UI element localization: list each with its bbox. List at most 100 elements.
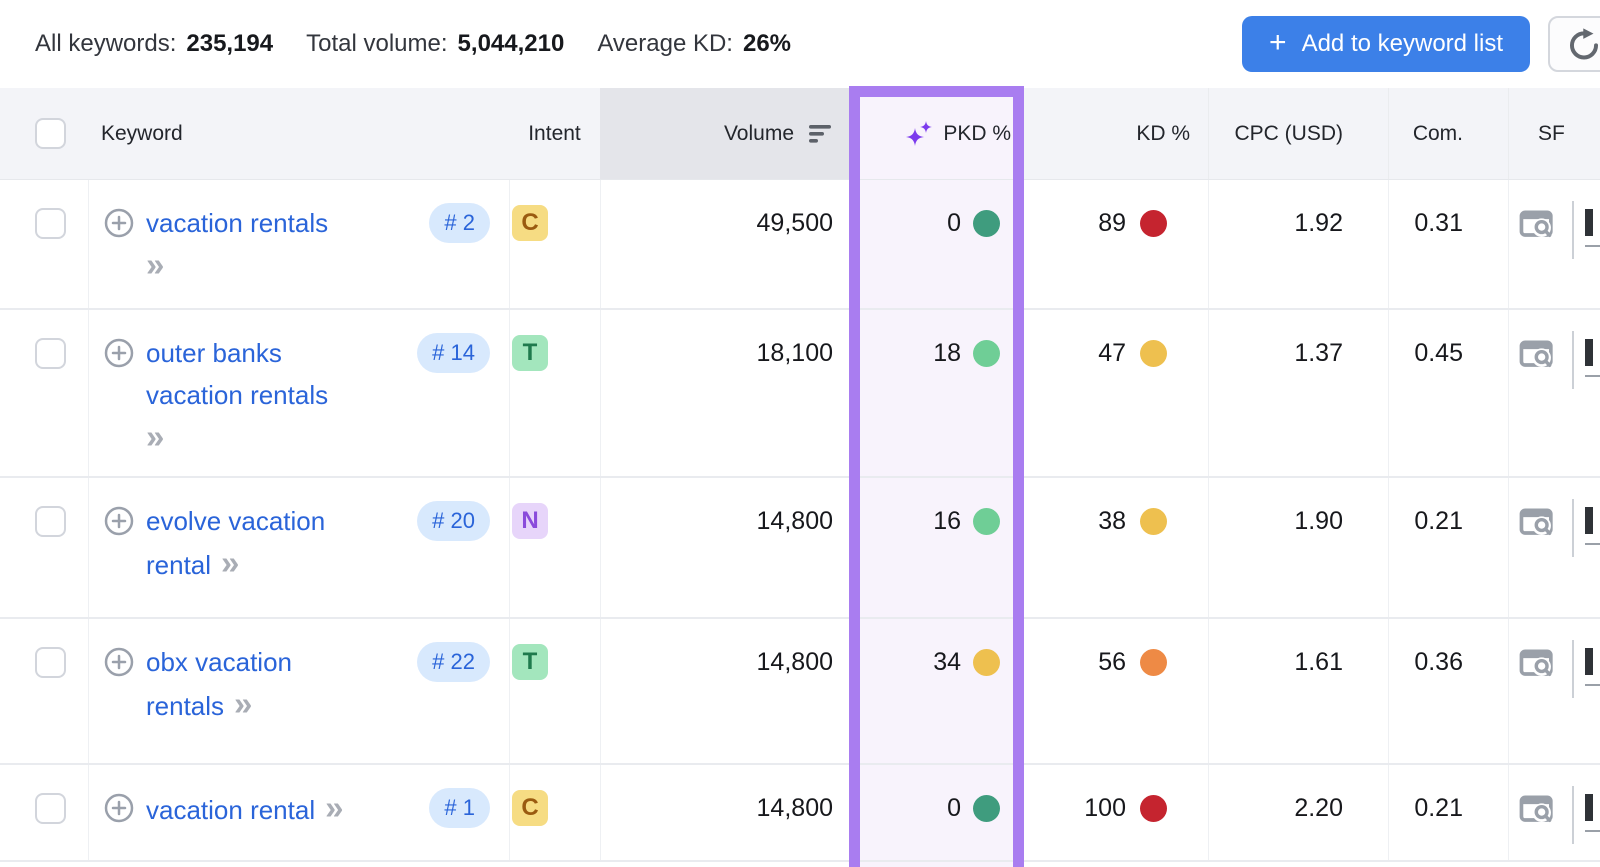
header-kd[interactable]: KD % xyxy=(1024,88,1208,179)
table-body: vacation rentals » # 2 C 49,500 0 89 1.92 0.31 ou… xyxy=(0,180,1600,862)
plus-circle-icon[interactable] xyxy=(104,647,134,677)
keyword-cell: obx vacation rentals » # 22 xyxy=(88,619,509,763)
kd-difficulty-dot xyxy=(1140,648,1167,676)
header-kd-label: KD % xyxy=(1136,121,1190,145)
header-pkd[interactable]: PKD % xyxy=(849,88,1024,179)
keyword-cell: vacation rental » # 1 xyxy=(88,765,509,860)
kd-group: 56 xyxy=(1098,641,1167,683)
pkd-difficulty-dot xyxy=(973,794,1000,822)
cpc-cell: 1.90 xyxy=(1208,478,1388,617)
volume-cell: 49,500 xyxy=(600,180,849,308)
plus-circle-icon[interactable] xyxy=(104,506,134,536)
position-badge: # 20 xyxy=(417,501,490,541)
keyword-cell: outer banks vacation rentals » # 14 xyxy=(88,310,509,476)
keyword-main: vacation rental » xyxy=(104,765,509,831)
keyword-line: vacation rentals xyxy=(146,374,328,416)
keyword-line: rentals » xyxy=(146,683,292,727)
volume-value: 14,800 xyxy=(756,647,833,676)
sort-descending-icon xyxy=(809,124,831,143)
serp-features-icon[interactable] xyxy=(1519,646,1553,680)
volume-cell: 14,800 xyxy=(600,619,849,763)
volume-cell: 14,800 xyxy=(600,478,849,617)
header-com[interactable]: Com. xyxy=(1388,88,1508,179)
keyword-link[interactable]: evolve vacation xyxy=(146,506,326,536)
column-divider xyxy=(1572,640,1574,698)
sf-cell xyxy=(1508,478,1600,617)
plus-circle-icon[interactable] xyxy=(104,338,134,368)
keyword-link[interactable]: rental xyxy=(146,550,212,580)
volume-value: 14,800 xyxy=(756,506,833,535)
header-keyword[interactable]: Keyword xyxy=(88,88,509,179)
clipped-text-fragment xyxy=(1585,794,1593,821)
select-all-checkbox[interactable] xyxy=(35,118,66,149)
add-to-keyword-list-button[interactable]: + Add to keyword list xyxy=(1242,16,1530,72)
pkd-cell: 16 xyxy=(849,478,1024,617)
kd-group: 38 xyxy=(1098,500,1167,542)
row-checkbox-cell xyxy=(0,765,88,860)
kd-value: 38 xyxy=(1098,506,1126,535)
expand-arrows-icon[interactable]: » xyxy=(146,418,164,455)
sf-cell xyxy=(1508,310,1600,476)
row-checkbox-cell xyxy=(0,180,88,308)
keyword-text: vacation rentals » xyxy=(146,202,328,288)
kd-difficulty-dot xyxy=(1140,339,1167,367)
pkd-group: 16 xyxy=(933,500,1000,542)
keyword-link[interactable]: obx vacation xyxy=(146,647,292,677)
serp-features-icon[interactable] xyxy=(1519,505,1553,539)
intent-cell: C xyxy=(509,180,600,308)
clipped-next-column xyxy=(1585,332,1600,377)
average-kd-label: Average KD: xyxy=(597,30,733,57)
kd-value: 56 xyxy=(1098,647,1126,676)
header-intent[interactable]: Intent xyxy=(509,88,600,179)
header-volume[interactable]: Volume xyxy=(600,88,849,179)
header-sf[interactable]: SF xyxy=(1508,88,1600,179)
average-kd-stat: Average KD: 26% xyxy=(597,30,791,58)
pkd-group: 0 xyxy=(947,787,1000,829)
header-sf-label: SF xyxy=(1538,121,1565,145)
add-keyword-icon xyxy=(104,208,134,238)
volume-value: 49,500 xyxy=(756,208,833,237)
total-volume-stat: Total volume: 5,044,210 xyxy=(306,30,564,58)
keyword-link[interactable]: rentals xyxy=(146,691,225,721)
keyword-line: obx vacation xyxy=(146,641,292,683)
keyword-line: outer banks xyxy=(146,332,328,374)
intent-badge: C xyxy=(512,205,548,241)
volume-value: 18,100 xyxy=(756,338,833,367)
row-checkbox[interactable] xyxy=(35,506,66,537)
kd-cell: 47 xyxy=(1024,310,1208,476)
expand-arrows-icon[interactable]: » xyxy=(325,789,343,826)
plus-circle-icon[interactable] xyxy=(104,208,134,238)
pkd-cell: 0 xyxy=(849,180,1024,308)
header-keyword-label: Keyword xyxy=(101,121,183,145)
clipped-text-fragment xyxy=(1585,507,1593,534)
keyword-link[interactable]: outer banks xyxy=(146,338,282,368)
all-keywords-label: All keywords: xyxy=(35,30,177,57)
expand-arrows-icon[interactable]: » xyxy=(146,246,164,283)
refresh-button[interactable] xyxy=(1548,16,1600,72)
serp-features-icon[interactable] xyxy=(1519,337,1553,371)
pkd-difficulty-dot xyxy=(973,507,1000,535)
keyword-text: outer banks vacation rentals » xyxy=(146,332,328,460)
com-cell: 0.21 xyxy=(1388,478,1508,617)
header-cpc[interactable]: CPC (USD) xyxy=(1208,88,1388,179)
expand-arrows-icon[interactable]: » xyxy=(234,685,252,722)
plus-circle-icon[interactable] xyxy=(104,793,134,823)
keyword-link[interactable]: vacation rentals xyxy=(146,208,329,238)
keyword-link[interactable]: vacation rental xyxy=(146,795,316,825)
total-volume-label: Total volume: xyxy=(306,30,448,57)
serp-features-icon[interactable] xyxy=(1519,207,1553,241)
row-checkbox[interactable] xyxy=(35,647,66,678)
row-checkbox[interactable] xyxy=(35,338,66,369)
plus-icon: + xyxy=(1269,25,1287,59)
pkd-value: 16 xyxy=(933,506,961,535)
keyword-link[interactable]: vacation rentals xyxy=(146,380,329,410)
refresh-icon xyxy=(1570,28,1599,60)
serp-features-icon[interactable] xyxy=(1519,792,1553,826)
header-checkbox-cell xyxy=(0,88,88,179)
row-checkbox[interactable] xyxy=(35,793,66,824)
row-checkbox[interactable] xyxy=(35,208,66,239)
table-row: obx vacation rentals » # 22 T 14,800 34 56 1.61 0… xyxy=(0,619,1600,765)
sf-cell xyxy=(1508,619,1600,763)
expand-arrows-icon[interactable]: » xyxy=(221,544,239,581)
volume-cell: 14,800 xyxy=(600,765,849,860)
